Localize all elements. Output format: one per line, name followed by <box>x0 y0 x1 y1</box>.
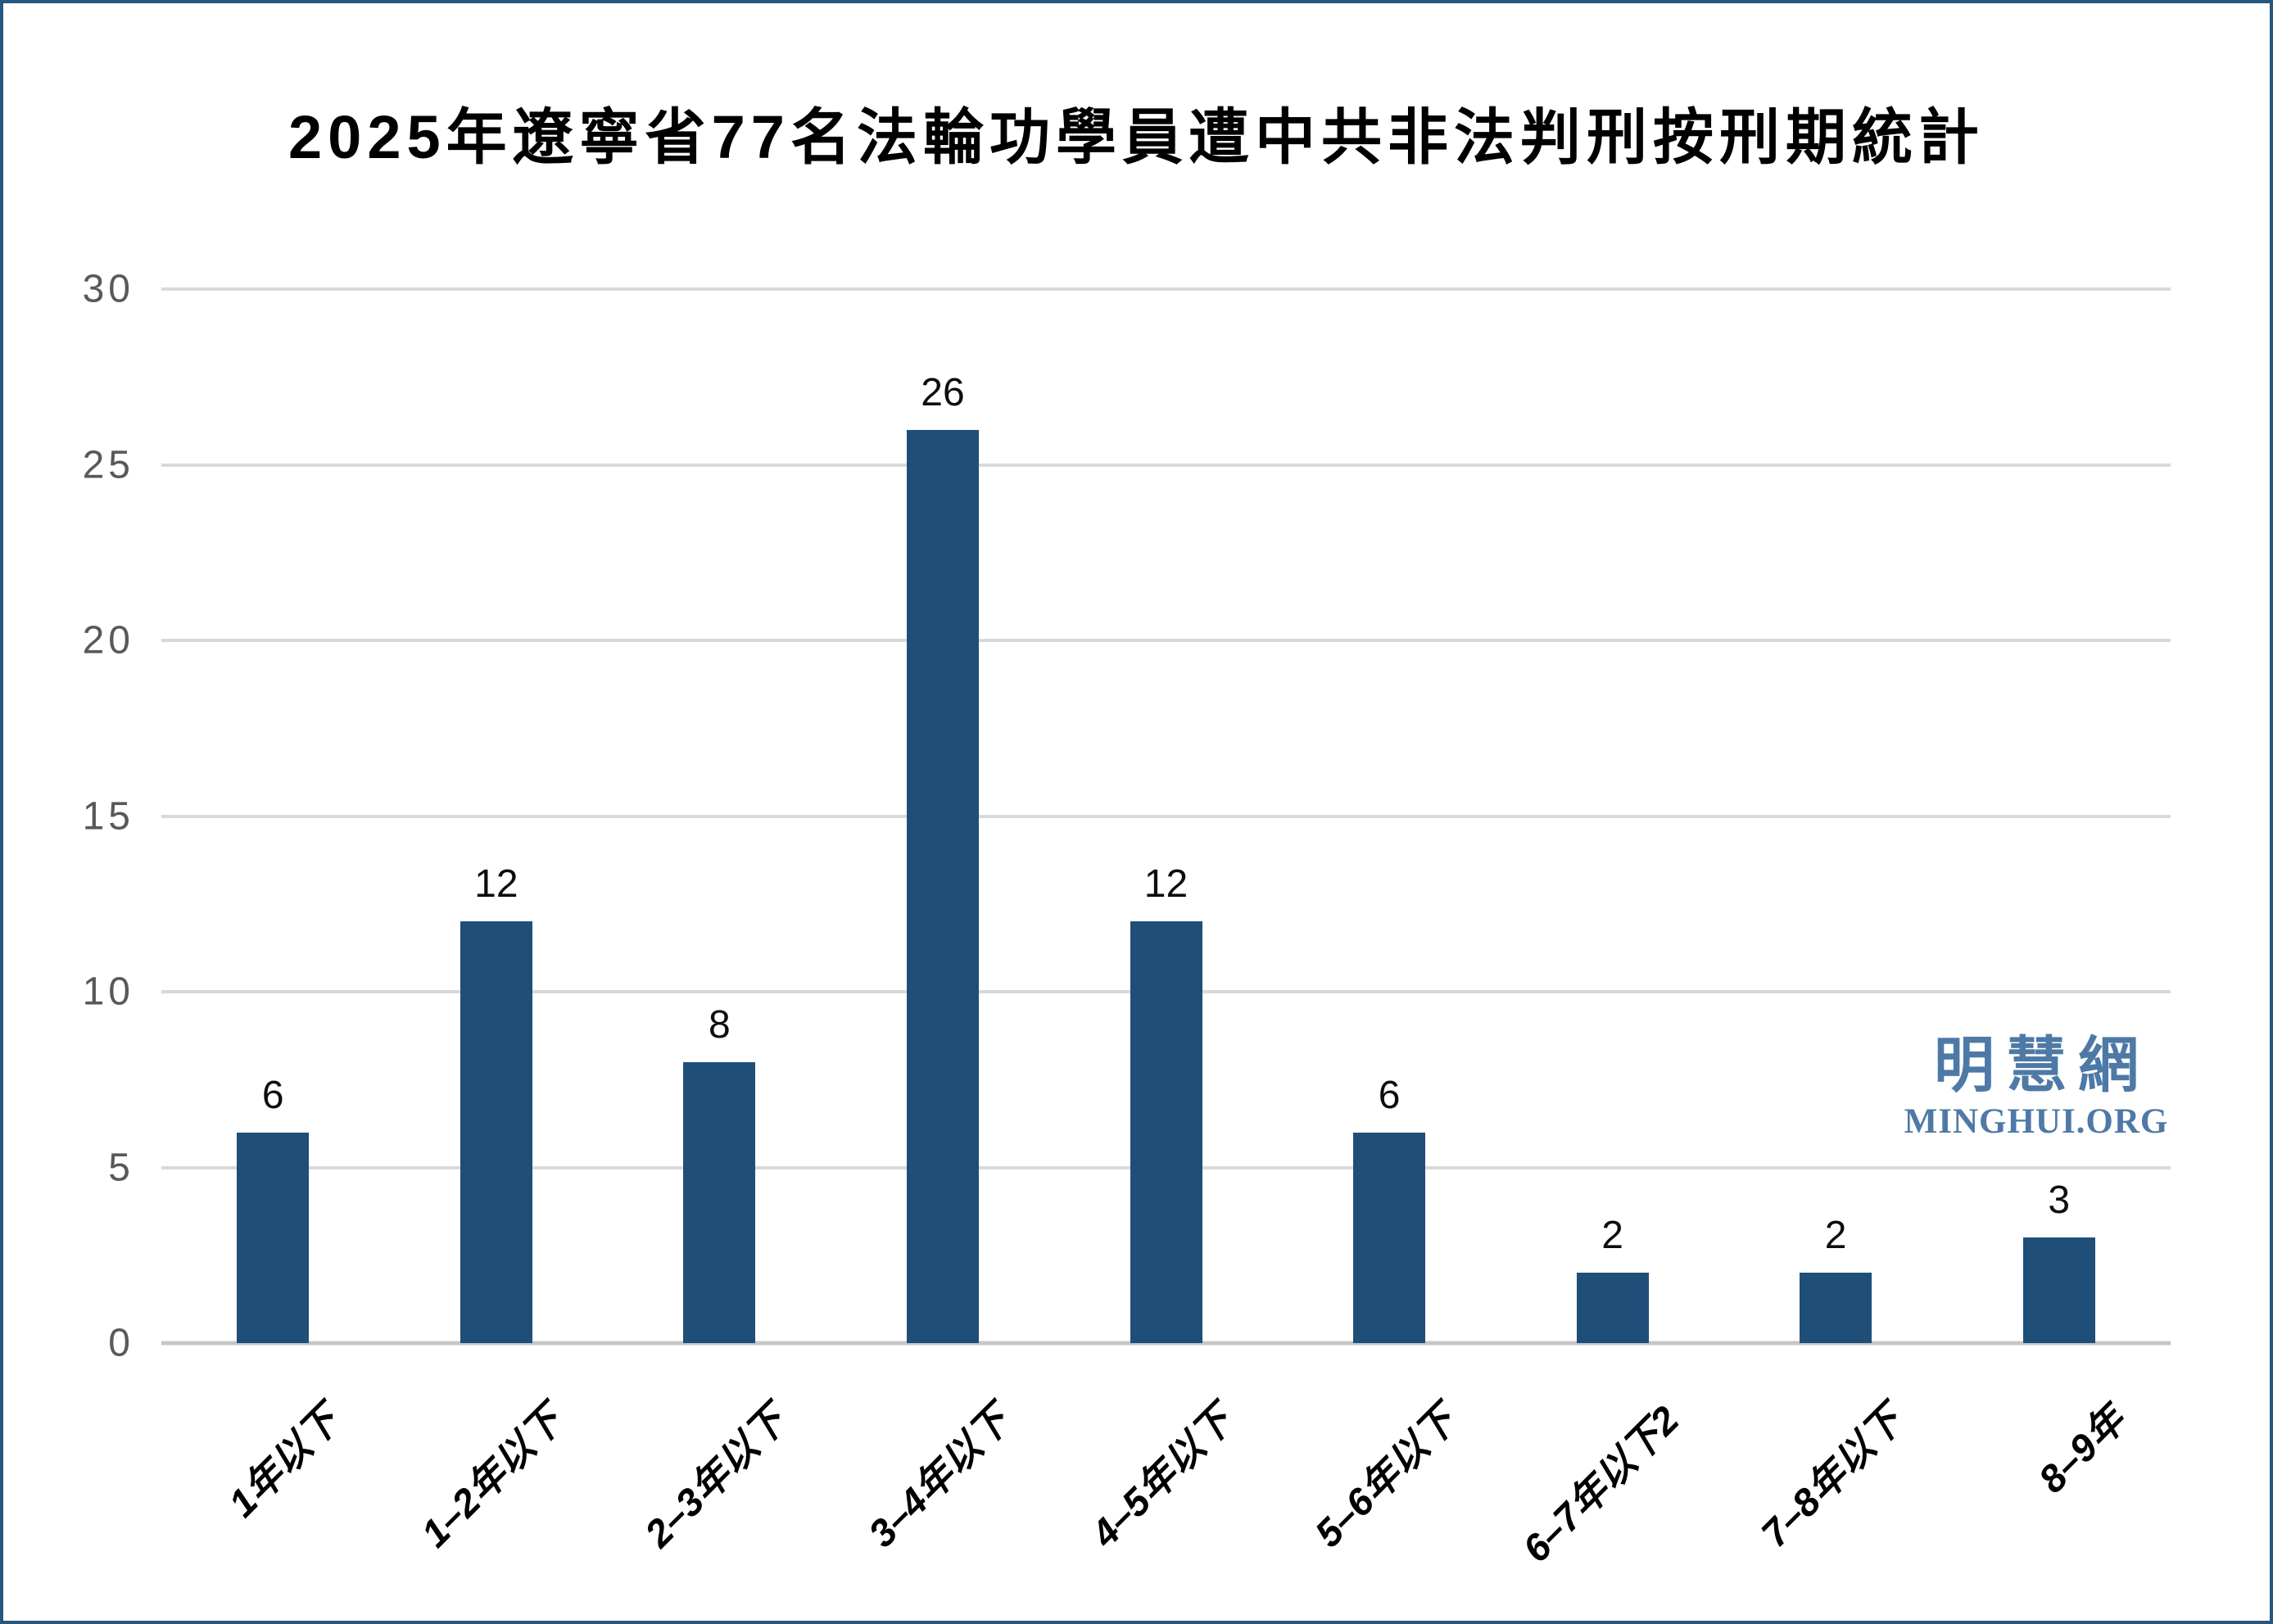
gridline <box>161 814 2171 818</box>
bar-value-label: 3 <box>2048 1178 2071 1223</box>
y-tick-label: 0 <box>108 1321 134 1365</box>
x-tick-label: 2–3年以下 <box>636 1397 795 1556</box>
plot-area: 6 12 8 26 12 6 2 2 3 <box>161 287 2171 1346</box>
y-tick-label: 15 <box>82 794 134 838</box>
x-tick-label: 1–2年以下 <box>413 1397 571 1556</box>
gridline <box>161 639 2171 642</box>
y-tick-label: 5 <box>108 1146 134 1189</box>
bar <box>460 921 532 1343</box>
x-tick-label: 7–8年以下 <box>1752 1397 1911 1556</box>
watermark-latin-text: MINGHUI.ORG <box>1904 1102 2169 1141</box>
x-axis-baseline <box>161 1341 2171 1346</box>
bar-value-label: 2 <box>1601 1214 1623 1258</box>
x-tick-label: 4–5年以下 <box>1082 1397 1241 1556</box>
bar <box>237 1132 310 1343</box>
bar-value-label: 2 <box>1824 1214 1847 1258</box>
watermark-cjk-text: 明慧網 <box>1934 1031 2150 1099</box>
bar <box>1130 921 1202 1343</box>
x-tick-label: 8–9年 <box>2030 1397 2134 1501</box>
bar-value-label: 12 <box>474 862 518 907</box>
x-tick-label: 5–6年以下 <box>1306 1397 1465 1556</box>
bar-value-label: 26 <box>921 370 965 414</box>
y-tick-label: 25 <box>82 443 134 486</box>
bar-value-label: 8 <box>709 1002 731 1047</box>
x-tick-label: 6–7年以下2 <box>1514 1397 1687 1571</box>
bar <box>1353 1132 1426 1343</box>
y-tick-label: 10 <box>82 970 134 1014</box>
x-tick-label: 3–4年以下 <box>859 1397 1017 1556</box>
bar <box>906 429 979 1343</box>
minghui-watermark: 明慧網 MINGHUI.ORG <box>1897 1031 2176 1141</box>
bar <box>2022 1237 2095 1343</box>
bar <box>1576 1273 1649 1343</box>
gridline <box>161 287 2171 291</box>
y-tick-label: 30 <box>82 267 134 311</box>
bar <box>683 1061 756 1343</box>
bar-value-label: 6 <box>261 1073 284 1117</box>
bar <box>1800 1273 1872 1343</box>
x-tick-label: 1年以下 <box>220 1397 348 1526</box>
gridline <box>161 463 2171 467</box>
x-axis: 1年以下 1–2年以下 2–3年以下 3–4年以下 4–5年以下 5–6年以下 6–7年以下… <box>161 1343 2171 1621</box>
y-tick-label: 20 <box>82 618 134 663</box>
y-axis: 0 5 10 15 20 25 30 <box>3 268 134 1365</box>
bar-value-label: 12 <box>1143 862 1189 907</box>
bar-value-label: 6 <box>1378 1073 1401 1117</box>
chart-title: 2025年遼寧省77名法輪功學員遭中共非法判刑按刑期統計 <box>288 103 1985 171</box>
